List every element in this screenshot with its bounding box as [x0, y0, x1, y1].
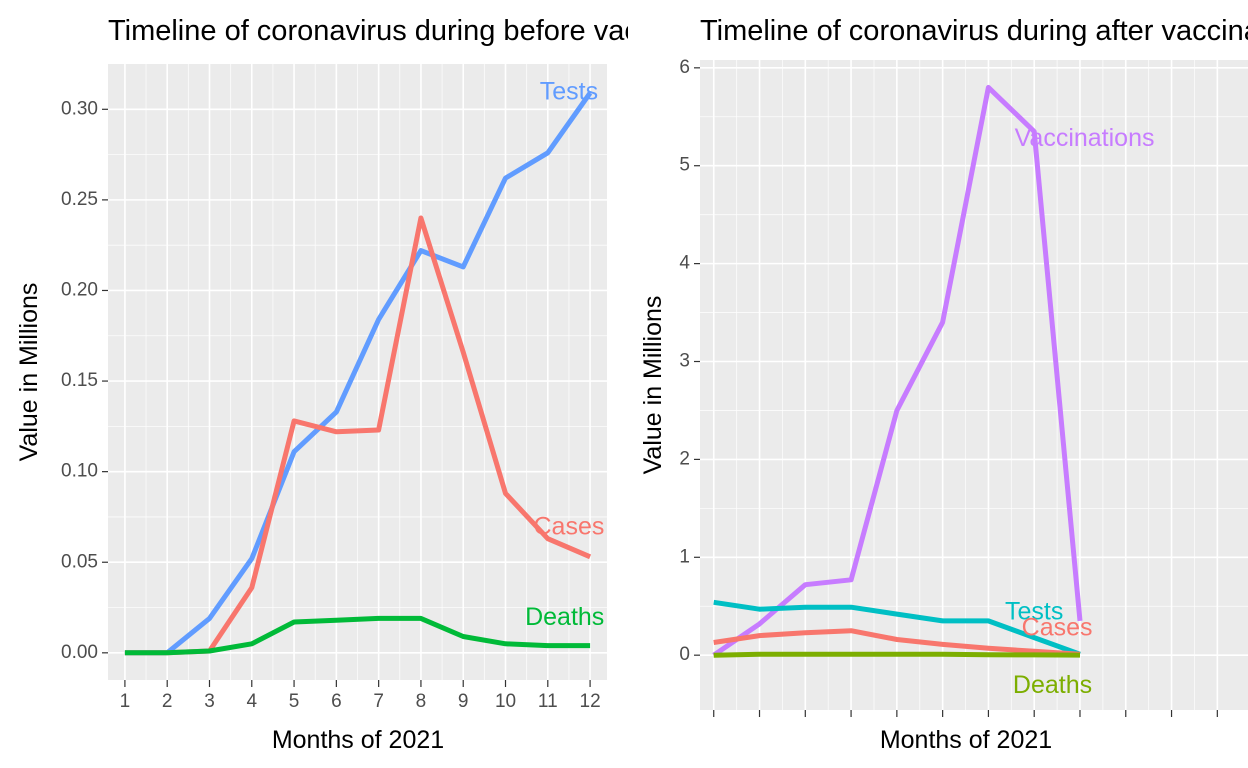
x-tick-label: 7: [373, 691, 384, 712]
y-tick-label: 0.00: [61, 642, 98, 663]
series-label-deaths: Deaths: [1013, 671, 1092, 699]
series-label-cases: Cases: [534, 512, 605, 540]
y-tick-label: 0: [679, 644, 690, 665]
x-tick-label: 2: [162, 691, 173, 712]
chart-title: Timeline of coronavirus during before va…: [108, 15, 739, 47]
chart-title: Timeline of coronavirus during after vac…: [700, 15, 1248, 47]
series-line-tests: [713, 599, 1081, 657]
x-tick-label: 10: [495, 691, 516, 712]
y-axis-title: Value in Millions: [639, 296, 667, 475]
chart-after-vaccination: Timeline of coronavirus during after vac…: [639, 15, 1248, 754]
x-tick-label: 5: [289, 691, 300, 712]
series-labels: Tests Cases Deaths: [525, 78, 604, 631]
y-tick-label: 0.15: [61, 370, 98, 391]
y-tick-label: 0.25: [61, 189, 98, 210]
series-line-cases: [713, 628, 1081, 657]
y-tick-label: 0.05: [61, 551, 98, 572]
y-tick-label: 6: [679, 57, 690, 78]
x-tick-label: 8: [416, 691, 427, 712]
series-label-tests: Tests: [1005, 598, 1063, 626]
series-label-cases: Cases: [1022, 613, 1093, 641]
y-tick-label: 2: [679, 448, 690, 469]
x-tick-label: 12: [580, 691, 601, 712]
series-line-tests: [124, 91, 593, 656]
grid-lines: [700, 60, 1248, 710]
y-tick-label: 0.30: [61, 98, 98, 119]
series-line-deaths: [713, 651, 1081, 658]
y-tick-label: 4: [679, 253, 690, 274]
y-tick-label: 0.20: [61, 279, 98, 300]
y-tick-label: 1: [679, 546, 690, 567]
series-lines: [124, 91, 593, 656]
y-axis: 0 1 2 3 4 5 6: [679, 57, 700, 665]
series-lines: [712, 84, 1083, 658]
x-tick-label: 6: [331, 691, 342, 712]
x-axis: [713, 710, 1218, 717]
x-tick-label: 11: [538, 691, 558, 712]
x-axis-title: Months of 2021: [880, 726, 1052, 754]
series-line-deaths: [124, 615, 591, 656]
series-label-vaccinations: Vaccinations: [1015, 124, 1155, 152]
grid-lines: [108, 64, 607, 680]
y-tick-label: 0.10: [61, 461, 98, 482]
x-tick-label: 1: [120, 691, 131, 712]
x-tick-label: 3: [204, 691, 215, 712]
y-tick-label: 3: [679, 351, 690, 372]
series-label-tests: Tests: [540, 78, 598, 106]
x-tick-label: 4: [246, 691, 257, 712]
y-axis-title: Value in Millions: [15, 283, 43, 462]
x-axis: 1 2 3 4 5 6 7 8 9 10 11 12: [120, 680, 601, 712]
series-label-deaths: Deaths: [525, 603, 604, 631]
chart-before-vaccination: Timeline of coronavirus during before va…: [15, 15, 739, 754]
y-tick-label: 5: [679, 155, 690, 176]
y-axis: 0.00 0.05 0.10 0.15 0.20 0.25 0.30: [61, 98, 108, 663]
x-axis-title: Months of 2021: [272, 726, 444, 754]
x-tick-label: 9: [458, 691, 469, 712]
